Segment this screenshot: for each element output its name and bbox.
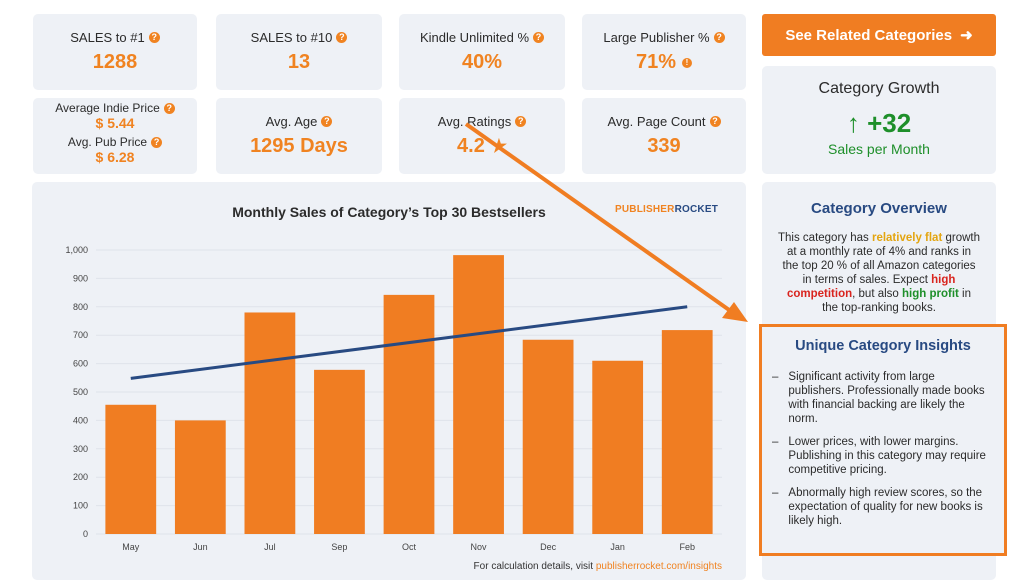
unique-insights-box: Unique Category Insights – Significant ac… [759, 324, 1007, 556]
growth-title: Category Growth [818, 80, 940, 97]
help-icon[interactable]: ? [336, 32, 348, 43]
price-label: Average Indie Price [55, 101, 160, 115]
help-icon[interactable]: ? [151, 136, 163, 148]
y-tick-label: 1,000 [65, 245, 88, 255]
arrow-up-icon: ↑ [846, 108, 860, 138]
growth-subtitle: Sales per Month [828, 141, 930, 157]
pub-price-value: $ 6.28 [95, 149, 135, 165]
stat-value: 1295 Days [250, 135, 348, 157]
bar [453, 255, 504, 534]
stat-card-sales-to-1: SALES to #1? 1288 [33, 14, 197, 90]
stat-label: Avg. Page Count [607, 114, 706, 129]
stat-value: 339 [647, 135, 681, 157]
insights-link[interactable]: publisherrocket.com/insights [595, 561, 722, 572]
cta-label: See Related Categories [785, 26, 953, 44]
stat-card-sales-to-10: SALES to #10? 13 [216, 14, 382, 90]
stat-label: Avg. Age [265, 114, 318, 129]
bar [522, 339, 574, 534]
stat-card-prices: Average Indie Price? $ 5.44 Avg. Pub Pri… [33, 98, 197, 174]
stat-label: Large Publisher % [603, 30, 710, 45]
stat-label: Avg. Ratings [437, 114, 512, 129]
x-tick-label: Jun [193, 542, 208, 552]
stat-card-large-publisher: Large Publisher %? 71%! [582, 14, 746, 90]
bar [314, 369, 365, 534]
trend-line [130, 305, 688, 380]
insight-item: – Lower prices, with lower margins. Publi… [772, 436, 986, 476]
x-tick-label: Nov [471, 542, 488, 552]
stat-card-avg-ratings: Avg. Ratings? 4.2 ★ [399, 98, 565, 174]
overview-text: This category has relatively flat growth… [778, 232, 981, 314]
y-tick-label: 300 [73, 444, 88, 454]
stat-value: 4.2 [457, 135, 485, 157]
insights-title: Unique Category Insights [795, 338, 971, 354]
y-tick-label: 100 [73, 501, 88, 511]
x-tick-label: May [122, 542, 140, 552]
y-tick-label: 600 [73, 359, 88, 369]
growth-value: +32 [867, 108, 912, 138]
y-tick-label: 900 [73, 273, 88, 283]
arrow-right-icon: ➜ [960, 27, 973, 44]
footnote: For calculation details, visit publisher… [473, 561, 722, 572]
category-growth-card: Category Growth ↑ +32 Sales per Month [762, 66, 996, 174]
y-tick-label: 800 [73, 302, 88, 312]
y-tick-label: 200 [73, 472, 88, 482]
bar [244, 312, 296, 534]
info-dot-icon[interactable]: ! [682, 57, 693, 68]
bar-chart: 0 100 200 300 400 500 600 700 800 900 1,000 May Jun J… [65, 245, 722, 552]
help-icon[interactable]: ? [709, 116, 721, 127]
stat-card-kindle-unlimited: Kindle Unlimited %? 40% [399, 14, 565, 90]
stat-card-avg-age: Avg. Age? 1295 Days [216, 98, 382, 174]
insight-item: – Abnormally high review scores, so the e… [772, 487, 983, 527]
x-tick-label: Dec [540, 542, 557, 552]
y-tick-label: 500 [73, 387, 88, 397]
indie-price-value: $ 5.44 [95, 115, 135, 131]
help-icon[interactable]: ? [533, 32, 545, 43]
y-tick-label: 400 [73, 415, 88, 425]
stat-label: Kindle Unlimited % [419, 30, 530, 45]
y-tick-label: 700 [73, 330, 88, 340]
see-related-categories-button[interactable]: See Related Categories ➜ [762, 14, 996, 56]
bar [105, 404, 157, 534]
help-icon[interactable]: ? [163, 102, 175, 114]
y-tick-label: 0 [83, 529, 88, 539]
bar [383, 294, 435, 534]
bar [592, 360, 644, 534]
x-tick-label: Sep [331, 542, 347, 552]
stat-value: 13 [287, 51, 311, 73]
stat-value: 1288 [92, 51, 138, 73]
bar [661, 330, 713, 534]
stat-label: SALES to #10 [250, 30, 333, 45]
help-icon[interactable]: ? [321, 116, 333, 127]
monthly-sales-chart-card: Monthly Sales of Category’s Top 30 Bests… [32, 182, 746, 580]
stat-value: 71% [635, 51, 677, 73]
x-tick-label: Feb [679, 542, 695, 552]
x-tick-label: Oct [402, 542, 417, 552]
price-label: Avg. Pub Price [67, 135, 148, 149]
stat-value: 40% [461, 51, 503, 73]
help-icon[interactable]: ? [515, 116, 527, 127]
stat-card-page-count: Avg. Page Count? 339 [582, 98, 746, 174]
bar [174, 420, 226, 534]
x-tick-label: Jul [264, 542, 276, 552]
insight-item: – Significant activity from large publish… [772, 371, 985, 425]
overview-title: Category Overview [811, 200, 947, 217]
help-icon[interactable]: ? [713, 32, 725, 43]
help-icon[interactable]: ? [148, 32, 160, 43]
x-tick-label: Jan [610, 542, 625, 552]
stat-label: SALES to #1 [70, 30, 145, 45]
star-icon: ★ [490, 136, 507, 156]
